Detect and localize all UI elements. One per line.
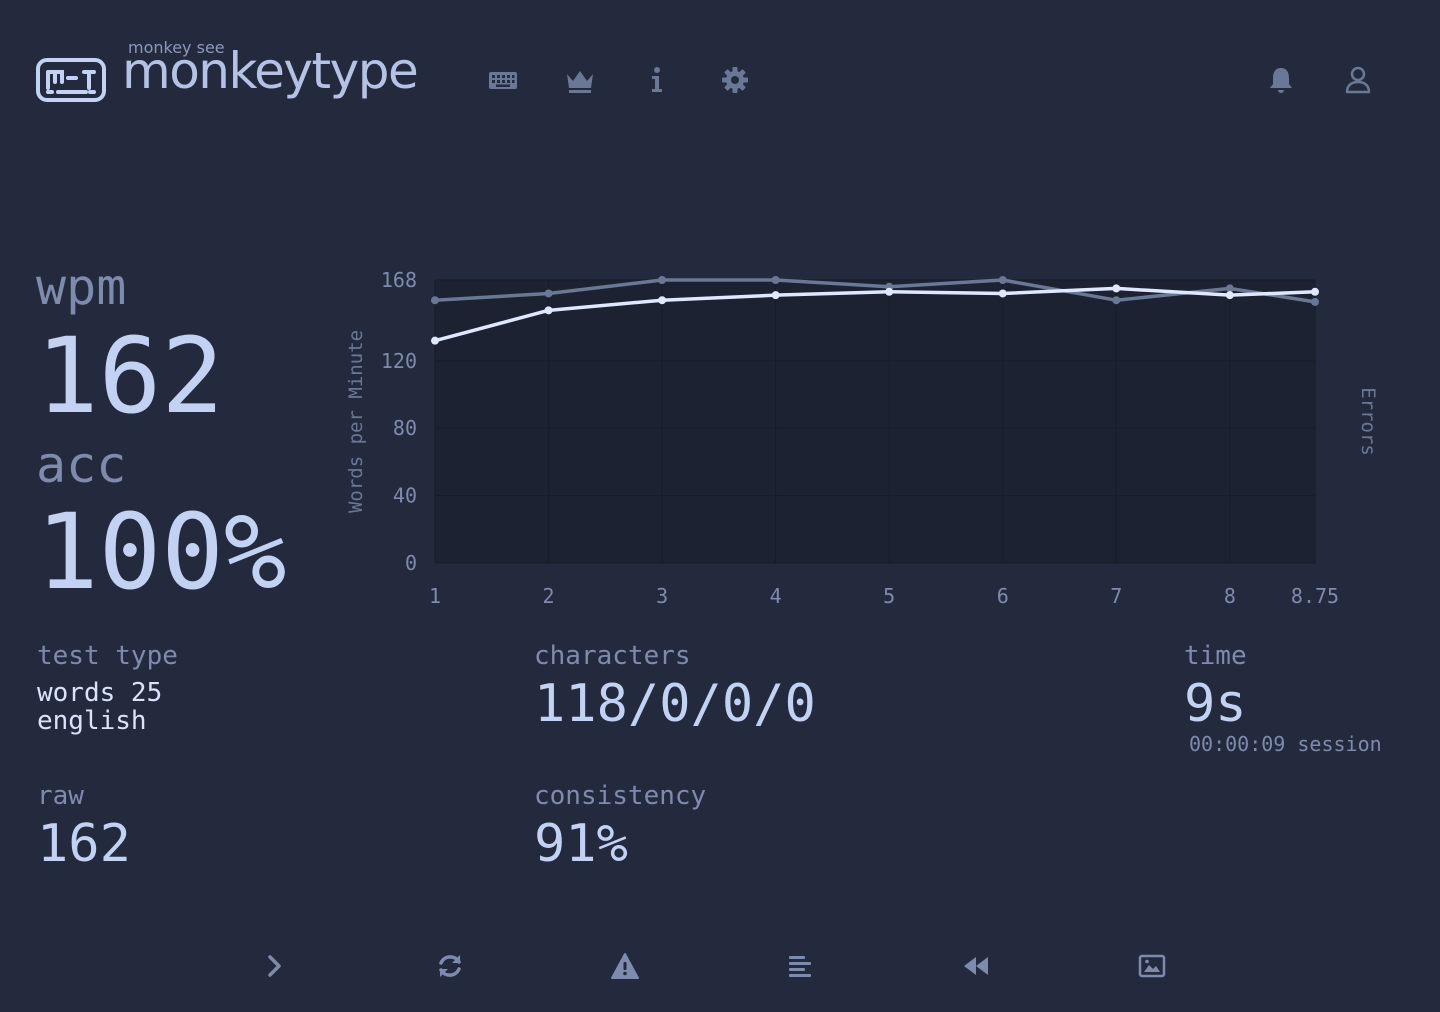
wpm-series-point <box>1225 291 1234 300</box>
gear-icon[interactable] <box>717 62 753 98</box>
time-value: 9s <box>1184 674 1247 734</box>
consistency-value: 91% <box>534 814 628 874</box>
test-type-mode: words 25 <box>37 678 163 708</box>
y-tick-label: 0 <box>405 551 417 575</box>
wpm-series-point <box>998 289 1007 298</box>
logo-icon <box>36 58 106 102</box>
time-session: 00:00:09 session <box>1189 732 1382 756</box>
x-tick-label: 5 <box>883 584 895 608</box>
test-type-label: test type <box>37 641 178 671</box>
wpm-series-point <box>1311 287 1319 296</box>
next-test-icon <box>268 955 281 977</box>
bell-icon[interactable] <box>1263 62 1299 98</box>
raw-series-point <box>431 296 439 305</box>
wpm-series-point <box>658 296 667 305</box>
wpm-series-point <box>431 336 439 345</box>
wpm-series-point <box>1112 284 1121 293</box>
replay-icon <box>964 957 988 975</box>
restart-button[interactable] <box>430 946 470 986</box>
x-tick-label: 3 <box>656 584 668 608</box>
screenshot-button[interactable] <box>1132 946 1172 986</box>
logo-subtitle: monkey see <box>128 38 225 57</box>
time-label: time <box>1184 641 1247 671</box>
user-icon[interactable] <box>1340 62 1376 98</box>
logo-title: monkeytype <box>122 42 419 100</box>
raw-series-point <box>1225 284 1234 293</box>
wpm-series-point <box>544 306 553 315</box>
y-tick-label: 168 <box>381 268 417 292</box>
acc-label: acc <box>36 436 127 494</box>
crown-icon[interactable] <box>562 62 598 98</box>
test-type-language: english <box>37 706 147 736</box>
y2-axis-label: Errors <box>1357 387 1379 456</box>
x-tick-label: 6 <box>997 584 1009 608</box>
raw-series-point <box>544 289 553 298</box>
consistency-label: consistency <box>534 781 707 811</box>
keyboard-icon[interactable] <box>485 62 521 98</box>
next-test-button[interactable] <box>254 946 294 986</box>
raw-series-point <box>998 276 1007 284</box>
raw-series-point <box>1311 297 1319 306</box>
x-tick-label: 8.75 <box>1291 584 1339 608</box>
replay-button[interactable] <box>956 946 996 986</box>
x-tick-label: 4 <box>770 584 782 608</box>
wpm-series-point <box>771 291 780 300</box>
words-history-button[interactable] <box>780 946 820 986</box>
restart-icon <box>439 955 461 977</box>
words-history-icon <box>789 956 811 977</box>
wpm-label: wpm <box>36 258 127 316</box>
y-tick-label: 40 <box>393 484 417 508</box>
acc-value: 100% <box>36 491 287 613</box>
characters-label: characters <box>534 641 691 671</box>
report-button[interactable] <box>605 946 645 986</box>
raw-series-point <box>771 276 780 284</box>
y-tick-label: 120 <box>381 349 417 373</box>
x-tick-label: 2 <box>543 584 555 608</box>
wpm-value: 162 <box>36 315 224 437</box>
info-icon[interactable] <box>639 62 675 98</box>
plot-area <box>435 280 1315 563</box>
warning-icon <box>611 953 639 979</box>
raw-series-point <box>1112 296 1121 305</box>
x-tick-label: 8 <box>1224 584 1236 608</box>
wpm-series-point <box>885 287 894 296</box>
y-axis-label: Words per Minute <box>345 330 367 513</box>
raw-value: 162 <box>37 814 131 874</box>
y-tick-label: 80 <box>393 416 417 440</box>
wpm-chart[interactable]: 0 40 80 120 168 1 2 3 4 5 6 7 8 8.75 Words per Minute E… <box>330 260 1410 620</box>
logo-text: monkey see monkeytype <box>122 38 482 110</box>
screenshot-icon <box>1138 954 1166 978</box>
x-tick-label: 7 <box>1110 584 1122 608</box>
x-tick-label: 1 <box>429 584 441 608</box>
raw-series-point <box>658 276 667 284</box>
characters-value: 118/0/0/0 <box>534 674 816 734</box>
raw-label: raw <box>37 781 84 811</box>
